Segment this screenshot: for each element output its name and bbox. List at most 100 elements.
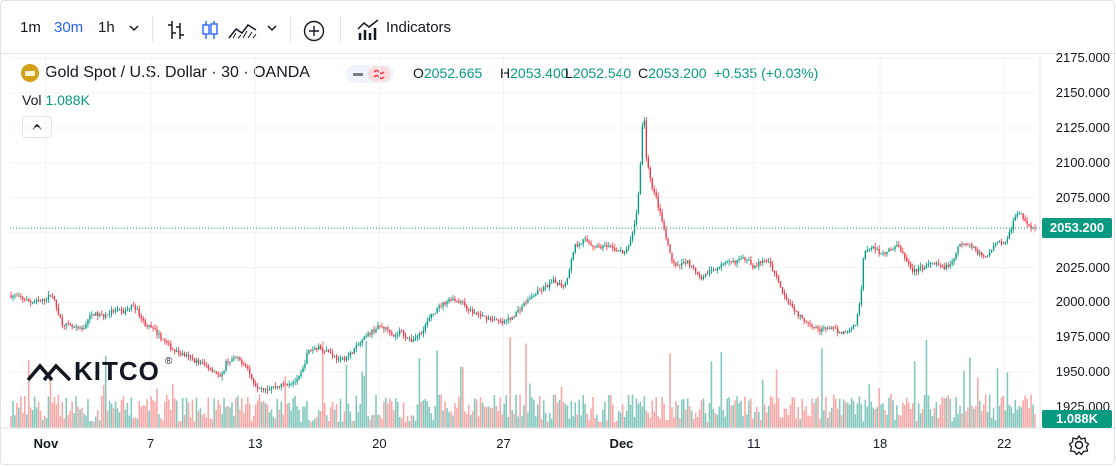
volume-bar — [195, 397, 198, 428]
candle-body — [736, 260, 738, 264]
candle-body — [134, 306, 136, 310]
x-tick-label: 11 — [747, 436, 761, 451]
volume-bar — [211, 419, 214, 428]
candle-body — [475, 313, 478, 314]
candle-body — [983, 255, 985, 257]
candle-body — [292, 382, 294, 384]
volume-bar — [177, 421, 180, 428]
candle-body — [270, 388, 273, 390]
candle-body — [144, 320, 146, 326]
candle-body — [584, 238, 586, 240]
y-tick-label: 2025.000 — [1055, 259, 1110, 275]
volume-bar — [254, 404, 257, 428]
add-circle-icon[interactable] — [303, 20, 325, 42]
candle-body — [1004, 242, 1007, 244]
candle-body — [663, 221, 665, 230]
volume-bar — [319, 411, 322, 428]
y-tick-label: 2125.000 — [1055, 119, 1110, 135]
volume-bar — [67, 415, 69, 428]
volume-bar — [394, 398, 397, 428]
candle-body — [915, 269, 918, 272]
toolbar-divider — [340, 16, 341, 42]
volume-bar — [842, 399, 845, 428]
volume-bar — [128, 415, 131, 428]
volume-bar — [158, 414, 160, 428]
volume-bar — [728, 397, 730, 428]
volume-bar — [201, 414, 204, 428]
candle-body — [83, 328, 85, 330]
volume-bar — [262, 401, 265, 428]
candle-body — [331, 352, 334, 357]
candles-icon[interactable] — [200, 19, 220, 41]
volume-bar — [244, 404, 247, 428]
candle-body — [726, 261, 728, 263]
volume-bar — [387, 403, 389, 428]
price-axis[interactable]: 2175.000 2150.000 2125.000 2100.000 2075.000… — [1040, 50, 1116, 428]
volume-bar — [102, 384, 105, 428]
candle-body — [694, 267, 697, 272]
volume-bar — [29, 407, 32, 428]
candle-body — [616, 250, 618, 252]
volume-bar — [850, 397, 853, 428]
candle-body — [953, 258, 955, 262]
volume-bar — [653, 411, 655, 428]
volume-bar — [53, 396, 56, 428]
chevron-down-icon[interactable] — [266, 24, 278, 32]
volume-bar — [343, 411, 346, 428]
interval-30m-button[interactable]: 30m — [54, 19, 84, 36]
candle-body — [807, 322, 809, 324]
volume-bar — [367, 416, 369, 428]
volume-bar — [458, 396, 460, 428]
candle-body — [389, 329, 391, 333]
volume-bar — [181, 397, 184, 428]
volume-bar — [977, 377, 979, 428]
volume-bar — [562, 401, 565, 428]
candle-body — [854, 325, 857, 327]
volume-bar — [331, 401, 334, 428]
candle-body — [904, 253, 906, 259]
candle-body — [395, 335, 397, 337]
candle-body — [154, 328, 156, 330]
candle-body — [462, 301, 464, 303]
candle-body — [831, 327, 833, 330]
interval-1h-button[interactable]: 1h — [98, 19, 115, 36]
volume-bar — [391, 401, 393, 428]
candle-body — [803, 317, 805, 322]
candle-body — [286, 384, 288, 386]
volume-bar — [199, 408, 202, 428]
chevron-down-icon[interactable] — [128, 24, 140, 32]
candle-body — [402, 331, 405, 336]
candle-body — [910, 263, 912, 268]
area-chart-icon[interactable] — [228, 20, 258, 40]
volume-bar — [907, 402, 910, 428]
volume-bar — [361, 371, 363, 428]
volume-bar — [314, 418, 316, 428]
volume-bar — [927, 395, 930, 428]
volume-bar — [296, 406, 298, 428]
candle-body — [187, 354, 190, 357]
gear-icon[interactable] — [1068, 434, 1090, 456]
interval-1m-button[interactable]: 1m — [20, 19, 41, 36]
candle-body — [412, 339, 415, 342]
candle-body — [562, 285, 565, 287]
volume-bar — [825, 396, 827, 428]
volume-bar — [669, 353, 671, 428]
candle-body — [77, 326, 79, 329]
volume-bar — [483, 406, 486, 428]
candle-body — [235, 357, 237, 359]
indicators-icon[interactable] — [356, 19, 380, 41]
volume-bar — [872, 407, 875, 428]
volume-bar — [1010, 407, 1013, 428]
candle-body — [217, 373, 219, 375]
volume-bar — [235, 397, 237, 428]
bar-chart-icon[interactable] — [166, 19, 186, 41]
candle-body — [900, 246, 902, 252]
volume-bar — [187, 402, 190, 428]
volume-bar — [953, 417, 955, 428]
volume-bar — [146, 399, 148, 428]
candle-body — [258, 388, 261, 390]
volume-bar — [890, 394, 892, 428]
indicators-button[interactable]: Indicators — [386, 19, 452, 36]
volume-bar — [164, 401, 166, 428]
